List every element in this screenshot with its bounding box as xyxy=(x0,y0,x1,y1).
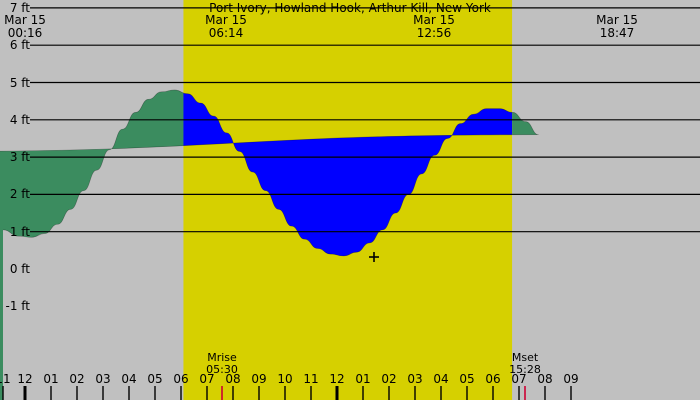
x-axis-label: 07 xyxy=(511,372,527,386)
x-axis-label: 11 xyxy=(0,372,11,386)
x-axis-ticks xyxy=(2,386,572,400)
y-axis-label: 3 ft xyxy=(9,150,30,165)
y-axis-label: 6 ft xyxy=(9,38,30,53)
moon-event-label: Mset 15:28 xyxy=(495,352,555,376)
x-axis-label: 04 xyxy=(121,372,137,386)
tide-curve-line xyxy=(0,89,539,257)
moon-event-label: Mrise 05:30 xyxy=(192,352,252,376)
x-axis-label: 06 xyxy=(485,372,501,386)
y-axis-label: 7 ft xyxy=(9,0,30,15)
x-axis-label: 08 xyxy=(225,372,241,386)
tide-water-area xyxy=(0,89,539,400)
event-date: Mar 15 xyxy=(205,13,247,27)
moon-event-name: Mrise xyxy=(207,351,237,364)
y-axis-label: 1 ft xyxy=(9,224,30,239)
x-axis-label: 03 xyxy=(95,372,111,386)
moon-transit-event: Mar 15 12:56 xyxy=(389,14,479,40)
y-axis-label: 0 ft xyxy=(9,262,30,276)
x-axis-label: 05 xyxy=(147,372,163,386)
y-axis-label: -1 ft xyxy=(5,299,31,314)
x-axis-label: 10 xyxy=(277,372,293,386)
x-axis-label: 05 xyxy=(459,372,475,386)
x-axis-label: 09 xyxy=(251,372,267,386)
sunrise-event: Mar 15 06:14 xyxy=(181,14,271,40)
y-axis-label: 4 ft xyxy=(9,112,30,127)
x-axis-label: 01 xyxy=(355,372,371,386)
moon-event-ticks xyxy=(221,386,526,400)
event-date: Mar 15 xyxy=(596,13,638,27)
x-axis-label: 06 xyxy=(173,372,189,386)
x-axis-label: 01 xyxy=(43,372,59,386)
x-axis-label: 07 xyxy=(199,372,215,386)
event-date: Mar 15 xyxy=(4,13,46,27)
moon-phase-event: Mar 15 00:16 xyxy=(0,14,70,40)
x-axis-label: 02 xyxy=(69,372,85,386)
x-axis-label: 08 xyxy=(537,372,553,386)
x-axis-label: 04 xyxy=(433,372,449,386)
event-time: 18:47 xyxy=(599,26,635,40)
now-marker xyxy=(369,252,379,262)
sunset-event: Mar 15 18:47 xyxy=(572,14,662,40)
gridlines xyxy=(30,7,700,233)
y-axis-label: 5 ft xyxy=(9,75,30,90)
x-axis-label: 12 xyxy=(17,372,33,386)
x-axis-label: 11 xyxy=(303,372,319,386)
event-time: 06:14 xyxy=(208,26,244,40)
event-time: 00:16 xyxy=(7,26,43,40)
x-axis-label: 09 xyxy=(563,372,579,386)
x-axis-label: 12 xyxy=(329,372,345,386)
moon-event-name: Mset xyxy=(511,351,539,364)
moon-event-time: 15:28 xyxy=(509,363,541,376)
page-title: Port Ivory, Howland Hook, Arthur Kill, N… xyxy=(209,1,491,15)
y-axis-label: 2 ft xyxy=(9,187,30,202)
event-date: Mar 15 xyxy=(413,13,455,27)
x-axis-label: 03 xyxy=(407,372,423,386)
event-time: 12:56 xyxy=(416,26,452,40)
moon-event-time: 05:30 xyxy=(206,363,238,376)
x-axis-label: 02 xyxy=(381,372,397,386)
